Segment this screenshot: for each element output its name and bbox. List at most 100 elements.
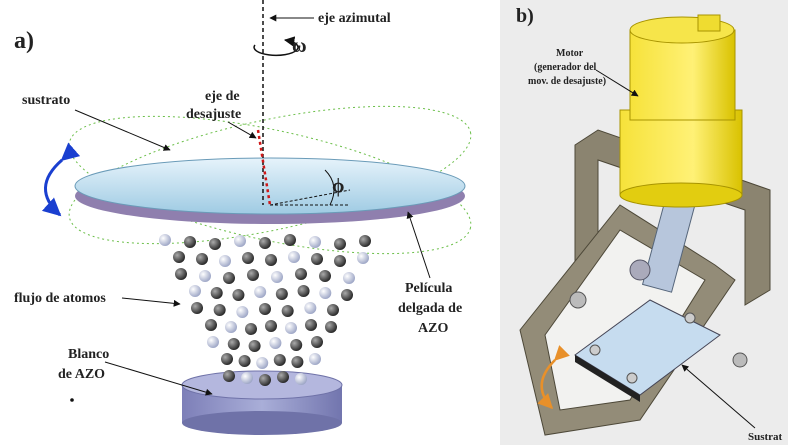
- label: Película: [405, 281, 452, 296]
- label: AZO: [418, 321, 448, 336]
- atom: [259, 374, 271, 386]
- motor: [630, 30, 735, 120]
- atom: [325, 321, 337, 333]
- atom: [269, 337, 281, 349]
- atom: [175, 268, 187, 280]
- dot: [70, 398, 74, 402]
- label: eje azimutal: [318, 11, 391, 26]
- atom: [184, 236, 196, 248]
- atom: [285, 322, 297, 334]
- atom: [334, 238, 346, 250]
- atom: [259, 303, 271, 315]
- atom: [236, 306, 248, 318]
- atom: [256, 357, 268, 369]
- atom: [265, 320, 277, 332]
- screw: [590, 345, 600, 355]
- atom: [173, 251, 185, 263]
- atom: [223, 272, 235, 284]
- label: delgada de: [398, 301, 462, 316]
- pointer: [122, 298, 180, 304]
- atom: [191, 302, 203, 314]
- panel-b: b) Motor (generador del mov. de desajust…: [500, 0, 788, 445]
- atom: [311, 336, 323, 348]
- tilt-arrow: [45, 160, 62, 215]
- atom: [319, 287, 331, 299]
- atom: [211, 287, 223, 299]
- motor-body: [620, 110, 742, 195]
- bolt: [733, 353, 747, 367]
- atom: [207, 336, 219, 348]
- label: Sustrat: [748, 431, 783, 443]
- atom: [199, 270, 211, 282]
- atom: [282, 305, 294, 317]
- atom: [259, 237, 271, 249]
- pointer: [408, 212, 430, 278]
- atom: [359, 235, 371, 247]
- label: ϕ: [332, 175, 344, 197]
- joint: [630, 260, 650, 280]
- pointer: [228, 122, 256, 138]
- label: sustrato: [22, 93, 70, 108]
- atom: [242, 252, 254, 264]
- atom: [249, 340, 261, 352]
- atom: [205, 319, 217, 331]
- atom: [291, 356, 303, 368]
- atom: [228, 338, 240, 350]
- atom: [214, 304, 226, 316]
- label: Motor: [556, 48, 584, 59]
- atom: [309, 236, 321, 248]
- atom: [239, 355, 251, 367]
- atom: [334, 255, 346, 267]
- atom: [159, 234, 171, 246]
- label: Blanco: [68, 347, 109, 362]
- atom: [209, 238, 221, 250]
- atom: [343, 272, 355, 284]
- panel-a: a) eje azimutal ω eje de desajuste sustr…: [14, 0, 482, 435]
- label: mov. de desajuste): [528, 76, 606, 87]
- atom: [225, 321, 237, 333]
- atom: [219, 255, 231, 267]
- screw: [685, 313, 695, 323]
- label: desajuste: [186, 107, 241, 122]
- atom: [196, 253, 208, 265]
- atom: [311, 253, 323, 265]
- atom: [304, 302, 316, 314]
- atom: [234, 235, 246, 247]
- label: (generador del: [534, 62, 597, 73]
- screw: [627, 373, 637, 383]
- atom: [327, 304, 339, 316]
- atom: [232, 289, 244, 301]
- atom: [290, 339, 302, 351]
- pointer: [75, 110, 170, 150]
- atom: [247, 269, 259, 281]
- atom: [254, 286, 266, 298]
- substrate-disk: [75, 158, 465, 214]
- atom: [284, 234, 296, 246]
- atom: [305, 319, 317, 331]
- atom: [274, 354, 286, 366]
- label: ω: [292, 35, 307, 57]
- panel-label: a): [14, 28, 34, 54]
- label: de AZO: [58, 367, 105, 382]
- atom: [265, 254, 277, 266]
- motor-body: [620, 183, 742, 207]
- atom: [241, 372, 253, 384]
- atom: [189, 285, 201, 297]
- target: [182, 411, 342, 435]
- atom: [295, 268, 307, 280]
- atom: [221, 353, 233, 365]
- atom: [309, 353, 321, 365]
- atom: [277, 371, 289, 383]
- atom-flux: [159, 234, 371, 386]
- label: flujo de atomos: [14, 291, 106, 306]
- bolt: [570, 292, 586, 308]
- atom: [357, 252, 369, 264]
- atom: [223, 370, 235, 382]
- atom: [295, 373, 307, 385]
- motor-cap: [698, 15, 720, 31]
- atom: [271, 271, 283, 283]
- atom: [298, 285, 310, 297]
- atom: [288, 251, 300, 263]
- label: eje de: [205, 89, 240, 104]
- atom: [276, 288, 288, 300]
